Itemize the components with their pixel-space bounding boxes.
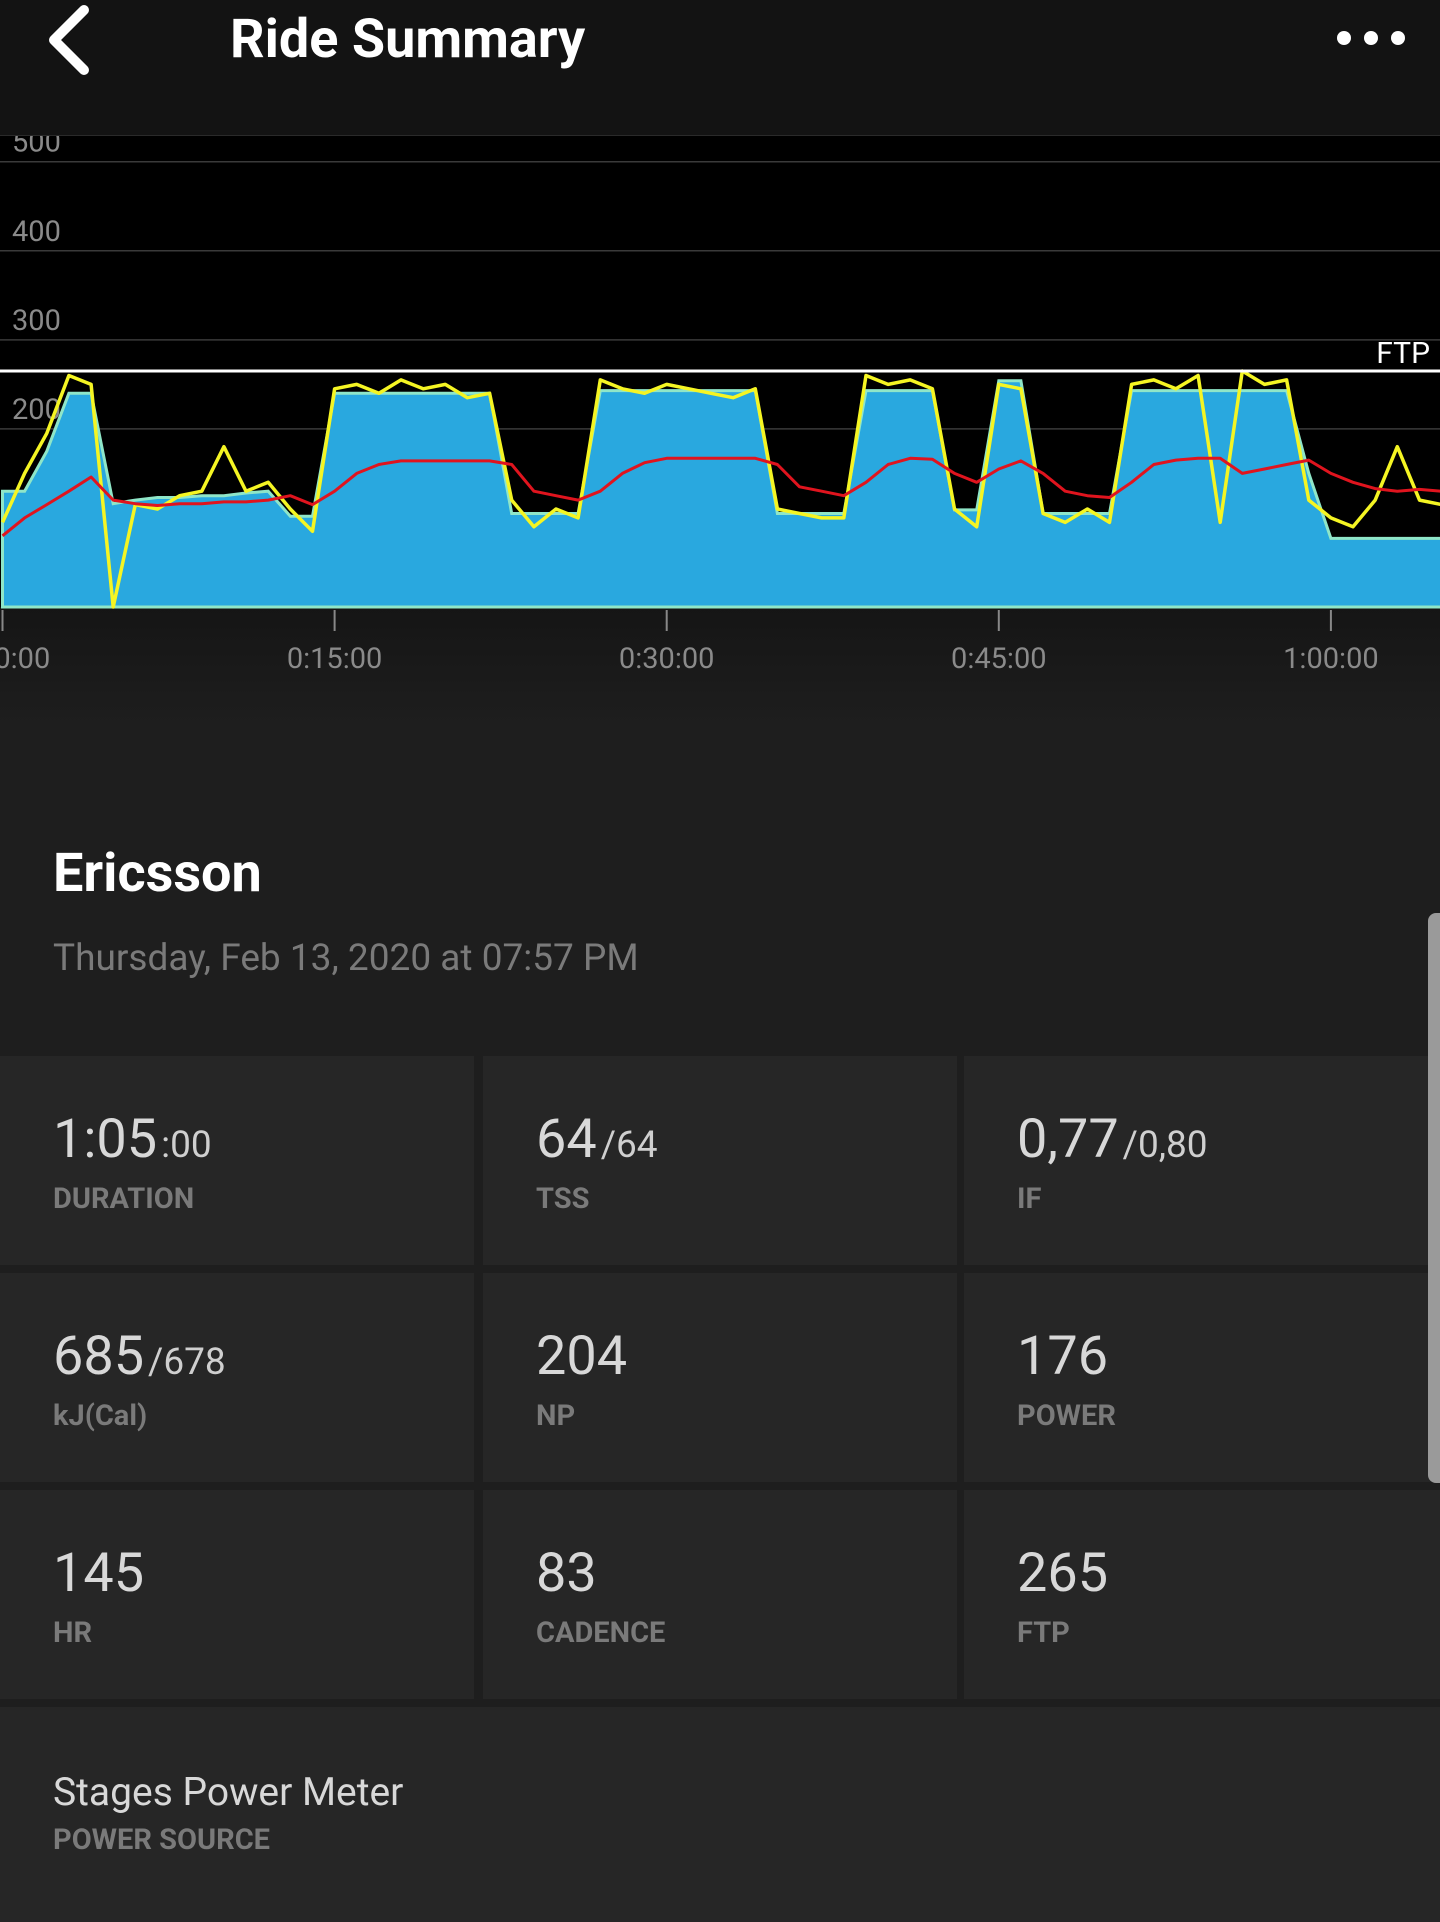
- x-tick-label: 0:45:00: [951, 642, 1047, 676]
- stat-value: 1:05: [53, 1108, 158, 1171]
- stat-value-row: 204: [536, 1325, 627, 1388]
- y-tick-label: 200: [12, 393, 61, 427]
- stat-value: 145: [53, 1542, 145, 1605]
- power-chart: 200300400500FTP0:00:000:15:000:30:000:45…: [0, 126, 1440, 676]
- more-menu[interactable]: [1330, 18, 1420, 58]
- stat-value-row: 83: [536, 1542, 597, 1605]
- stat-label: NP: [536, 1399, 576, 1433]
- stat-value: 685: [53, 1325, 145, 1388]
- stat-value: 0,77: [1017, 1108, 1119, 1171]
- stat-value: 265: [1017, 1542, 1109, 1605]
- stat-label: DURATION: [53, 1182, 195, 1216]
- page-title: Ride Summary: [230, 8, 586, 71]
- activity-name: Ericsson: [53, 842, 262, 905]
- stat-value-row: 64/64: [536, 1108, 658, 1171]
- scroll-handle[interactable]: [1428, 913, 1440, 1483]
- stat-secondary: :00: [161, 1124, 212, 1167]
- stat-label: FTP: [1017, 1616, 1070, 1650]
- stat-tile: 685/678 kJ(Cal): [0, 1273, 474, 1482]
- stat-tile: 64/64 TSS: [483, 1056, 957, 1265]
- stat-value-row: 265: [1017, 1542, 1108, 1605]
- stat-secondary: /678: [148, 1341, 226, 1384]
- power-source-tile: Stages Power Meter POWER SOURCE: [0, 1707, 1440, 1922]
- stat-label: kJ(Cal): [53, 1399, 148, 1433]
- app-bar: Ride Summary: [0, 0, 1440, 136]
- stat-label: HR: [53, 1616, 93, 1650]
- stat-value-row: 176: [1017, 1325, 1108, 1388]
- stat-label: CADENCE: [536, 1616, 666, 1650]
- stat-label: TSS: [536, 1182, 590, 1216]
- stat-label: POWER: [1017, 1399, 1116, 1433]
- activity-date: Thursday, Feb 13, 2020 at 07:57 PM: [53, 937, 639, 980]
- series-line: [1, 456, 1440, 537]
- stat-tile: 0,77/0,80 IF: [964, 1056, 1440, 1265]
- stat-value: 176: [1017, 1325, 1109, 1388]
- stat-value: 64: [536, 1108, 597, 1171]
- stat-tile: 145 HR: [0, 1490, 474, 1699]
- x-tick-label: 1:00:00: [1283, 642, 1379, 676]
- stat-secondary: /0,80: [1122, 1124, 1208, 1167]
- stat-tile: 204 NP: [483, 1273, 957, 1482]
- y-tick-label: 300: [12, 304, 61, 338]
- stat-value: 204: [536, 1325, 628, 1388]
- ftp-label: FTP: [1376, 336, 1430, 371]
- x-tick-label: 0:30:00: [619, 642, 715, 676]
- stat-tile: 1:05:00 DURATION: [0, 1056, 474, 1265]
- series-line: [0, 369, 1440, 609]
- stat-tile: 265 FTP: [964, 1490, 1440, 1699]
- power-source-name: Stages Power Meter: [53, 1769, 404, 1815]
- y-tick-label: 400: [12, 215, 61, 249]
- stat-tile: 83 CADENCE: [483, 1490, 957, 1699]
- x-tick-label: 0:00:00: [0, 642, 50, 676]
- stat-value-row: 145: [53, 1542, 144, 1605]
- back-button[interactable]: [42, 0, 122, 90]
- stat-value-row: 685/678: [53, 1325, 226, 1388]
- stat-value-row: 0,77/0,80: [1017, 1108, 1208, 1171]
- stat-secondary: /64: [600, 1124, 658, 1167]
- stat-label: IF: [1017, 1182, 1042, 1216]
- x-tick-label: 0:15:00: [287, 642, 383, 676]
- stat-value: 83: [536, 1542, 597, 1605]
- stat-value-row: 1:05:00: [53, 1108, 212, 1171]
- power-source-label: POWER SOURCE: [53, 1823, 270, 1857]
- axis-background: [0, 607, 1440, 727]
- stat-tile: 176 POWER: [964, 1273, 1440, 1482]
